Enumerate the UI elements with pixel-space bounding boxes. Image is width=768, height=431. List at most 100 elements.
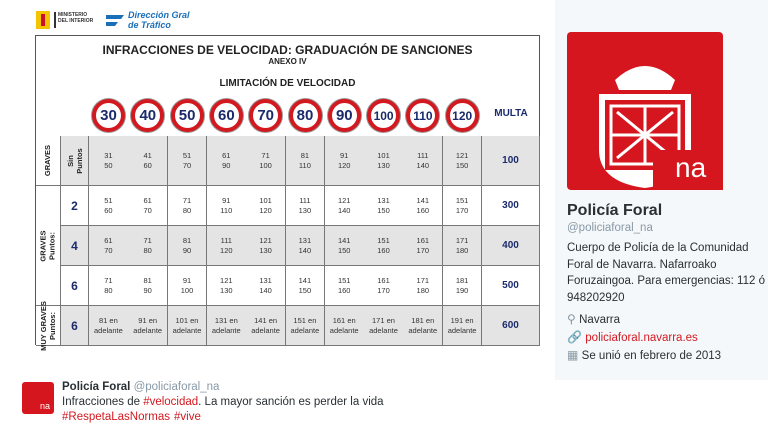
range-value: 140 <box>337 205 351 215</box>
link-icon: 🔗 <box>567 330 586 344</box>
speed-range: 151 en adelante <box>285 306 326 346</box>
speed-range: 121 130 <box>206 266 247 306</box>
url-link[interactable]: policiaforal.navarra.es <box>585 332 698 344</box>
range-value: 91 <box>222 195 231 205</box>
tweet-avatar[interactable]: na <box>22 382 54 414</box>
ministry-logo: MINISTERIO DEL INTERIOR <box>36 9 96 31</box>
speed-sign: 90 <box>327 99 361 132</box>
tweet-handle[interactable]: @policiaforal_na <box>133 381 220 393</box>
range-value: 151 en <box>293 315 317 325</box>
speed-range: 101 en adelante <box>167 306 208 346</box>
speed-range: 171 en adelante <box>364 306 404 346</box>
range-value: 131 <box>377 195 390 205</box>
table-heading: LIMITACIÓN DE VELOCIDAD <box>219 78 356 89</box>
range-value: 150 <box>377 205 390 215</box>
fine-cell: 400 <box>482 226 540 266</box>
range-value: 61 <box>104 235 113 245</box>
range-value: 81 en <box>99 315 118 325</box>
profile-location: ⚲ Navarra <box>567 312 620 326</box>
speed-range: 81 90 <box>128 266 169 306</box>
range-value: 70 <box>143 205 152 215</box>
range-value: 151 <box>337 275 351 285</box>
range-value: 111 <box>417 150 429 160</box>
profile-handle[interactable]: @policiaforal_na <box>567 222 653 234</box>
range-value: 100 <box>180 285 194 295</box>
speed-range: 131 150 <box>364 186 404 226</box>
range-value: adelante <box>447 325 477 335</box>
profile-name[interactable]: Policía Foral <box>567 202 663 219</box>
fine-cell: 300 <box>482 186 540 226</box>
range-value: 90 <box>222 160 231 170</box>
range-value: 81 <box>143 275 152 285</box>
speed-range: 141 150 <box>324 226 365 266</box>
speed-sign: 50 <box>170 99 204 132</box>
range-value: adelante <box>251 325 280 335</box>
speed-range: 111 140 <box>403 136 444 186</box>
speed-range: 161 170 <box>364 266 404 306</box>
hashtag[interactable]: #velocidad <box>143 396 199 408</box>
joined-text: Se unió en febrero de 2013 <box>581 350 722 362</box>
row-label: 2 <box>61 186 89 226</box>
speed-range: 51 60 <box>89 186 129 226</box>
range-value: adelante <box>369 325 398 335</box>
group-name: MUY GRAVES <box>39 300 49 351</box>
speed-range: 101 130 <box>364 136 404 186</box>
speed-range: 41 60 <box>128 136 169 186</box>
range-value: 131 en <box>214 315 238 325</box>
hashtag[interactable]: #RespetaLasNormas <box>62 411 171 423</box>
speed-range: 31 50 <box>89 136 129 186</box>
speed-range: 161 170 <box>403 226 444 266</box>
speed-range: 171 180 <box>442 226 483 266</box>
range-value: 161 en <box>332 315 356 325</box>
range-value: 80 <box>104 285 113 295</box>
range-value: 51 <box>182 150 192 160</box>
range-value: 160 <box>416 205 430 215</box>
tweet-name[interactable]: Policía Foral <box>62 381 131 393</box>
profile-panel: na Policía Foral @policiaforal_na Cuerpo… <box>555 0 768 380</box>
range-value: adelante <box>94 325 123 335</box>
dgt-line: de Tráfico <box>128 20 171 30</box>
table-subtitle: ANEXO IV <box>268 57 307 66</box>
range-value: 50 <box>104 160 113 170</box>
speed-range: 191 en adelante <box>442 306 483 346</box>
range-value: 170 <box>377 285 390 295</box>
range-value: 151 <box>455 195 469 205</box>
hashtag[interactable]: #vive <box>174 411 201 423</box>
speed-range: 71 80 <box>128 226 169 266</box>
group-text: GRAVES <box>44 145 53 176</box>
range-value: adelante <box>290 325 320 335</box>
speed-range: 81 110 <box>285 136 326 186</box>
speed-range: 91 en adelante <box>128 306 169 346</box>
range-value: 121 <box>337 195 351 205</box>
range-value: 130 <box>298 205 312 215</box>
range-value: 130 <box>377 160 390 170</box>
range-value: 71 <box>143 235 152 245</box>
range-value: 81 <box>182 235 192 245</box>
speed-sign: 110 <box>406 99 440 132</box>
group-label: MUY GRAVES Puntos: <box>36 301 61 350</box>
range-value: 151 <box>377 235 390 245</box>
range-value: 91 <box>340 150 349 160</box>
speed-range: 101 120 <box>246 186 286 226</box>
range-value: adelante <box>408 325 438 335</box>
speed-sign: 70 <box>249 99 283 132</box>
range-value: 70 <box>104 245 113 255</box>
profile-url: 🔗 policiaforal.navarra.es <box>567 330 698 344</box>
range-value: 140 <box>259 285 272 295</box>
speed-range: 161 en adelante <box>324 306 365 346</box>
range-value: 191 en <box>450 315 474 325</box>
range-value: 31 <box>104 150 113 160</box>
profile-joined: ▦ Se unió en febrero de 2013 <box>567 348 721 362</box>
tweet-line: #RespetaLasNormas #vive <box>62 411 201 423</box>
range-value: 131 <box>259 275 272 285</box>
speed-range: 131 140 <box>285 226 326 266</box>
profile-logo: na <box>567 32 723 190</box>
range-value: 171 en <box>372 315 395 325</box>
range-value: 101 <box>259 195 272 205</box>
speed-range: 141 en adelante <box>246 306 286 346</box>
sanctions-table: INFRACCIONES DE VELOCIDAD: GRADUACIÓN DE… <box>35 35 540 350</box>
speed-range: 141 160 <box>403 186 444 226</box>
dgt-name: Dirección Gral de Tráfico <box>128 10 190 30</box>
points: 6 <box>71 278 78 293</box>
range-value: 121 <box>220 275 233 285</box>
